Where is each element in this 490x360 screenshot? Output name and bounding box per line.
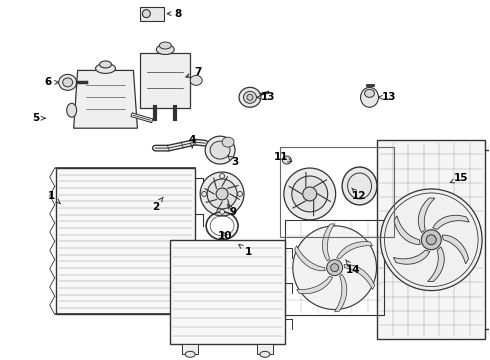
Text: 9: 9 [227,204,237,217]
Ellipse shape [421,230,441,250]
Ellipse shape [282,156,292,164]
Ellipse shape [244,91,256,103]
Text: 10: 10 [218,231,232,241]
Ellipse shape [292,176,328,212]
Text: 5: 5 [32,113,45,123]
Text: 1: 1 [239,244,251,257]
Ellipse shape [331,264,339,272]
Text: 12: 12 [352,188,367,201]
Text: 13: 13 [379,92,397,102]
Ellipse shape [200,172,244,216]
Ellipse shape [284,168,336,220]
Text: 4: 4 [189,135,196,148]
Bar [257,345,273,354]
Ellipse shape [238,192,243,197]
Ellipse shape [247,94,253,100]
Bar [141,7,164,21]
Bar [182,345,198,354]
Text: 15: 15 [450,173,468,183]
Ellipse shape [239,87,261,107]
Polygon shape [294,246,325,271]
Polygon shape [394,216,420,244]
Polygon shape [393,250,430,264]
Bar [285,220,385,315]
Polygon shape [418,198,435,233]
Ellipse shape [67,103,76,117]
Text: 7: 7 [186,67,202,77]
Ellipse shape [303,187,317,201]
Bar [377,140,485,339]
Ellipse shape [190,75,202,85]
Ellipse shape [59,75,76,90]
Ellipse shape [159,42,171,49]
Text: 13: 13 [257,92,275,102]
Ellipse shape [260,351,270,357]
Ellipse shape [361,87,378,107]
Bar [56,168,195,315]
Ellipse shape [293,226,376,310]
Text: 1: 1 [48,191,60,204]
Ellipse shape [220,210,224,214]
Ellipse shape [365,89,374,97]
Ellipse shape [210,141,230,159]
Ellipse shape [342,167,377,205]
Polygon shape [322,224,335,261]
Ellipse shape [143,10,150,18]
Ellipse shape [63,78,73,87]
Text: 8: 8 [167,9,182,19]
Polygon shape [428,247,444,282]
Text: 14: 14 [345,260,361,275]
Ellipse shape [207,179,237,209]
Text: 3: 3 [228,156,239,167]
Ellipse shape [327,260,343,276]
Polygon shape [335,274,347,311]
Polygon shape [296,276,333,294]
Text: 11: 11 [273,152,292,162]
Bar [280,147,394,237]
Ellipse shape [99,61,112,68]
Bar [141,54,190,108]
Ellipse shape [185,351,195,357]
Polygon shape [344,265,375,289]
Ellipse shape [96,63,116,73]
Ellipse shape [220,174,224,179]
Ellipse shape [156,45,174,54]
Ellipse shape [426,235,436,245]
Ellipse shape [380,189,482,291]
Polygon shape [337,242,372,259]
Bar [171,240,285,345]
Ellipse shape [205,136,235,164]
Polygon shape [442,235,468,264]
Text: 2: 2 [152,197,163,212]
Polygon shape [74,71,137,128]
Ellipse shape [202,192,207,197]
Text: 6: 6 [44,77,59,87]
Ellipse shape [222,137,234,147]
Ellipse shape [216,188,228,200]
Polygon shape [433,215,469,229]
